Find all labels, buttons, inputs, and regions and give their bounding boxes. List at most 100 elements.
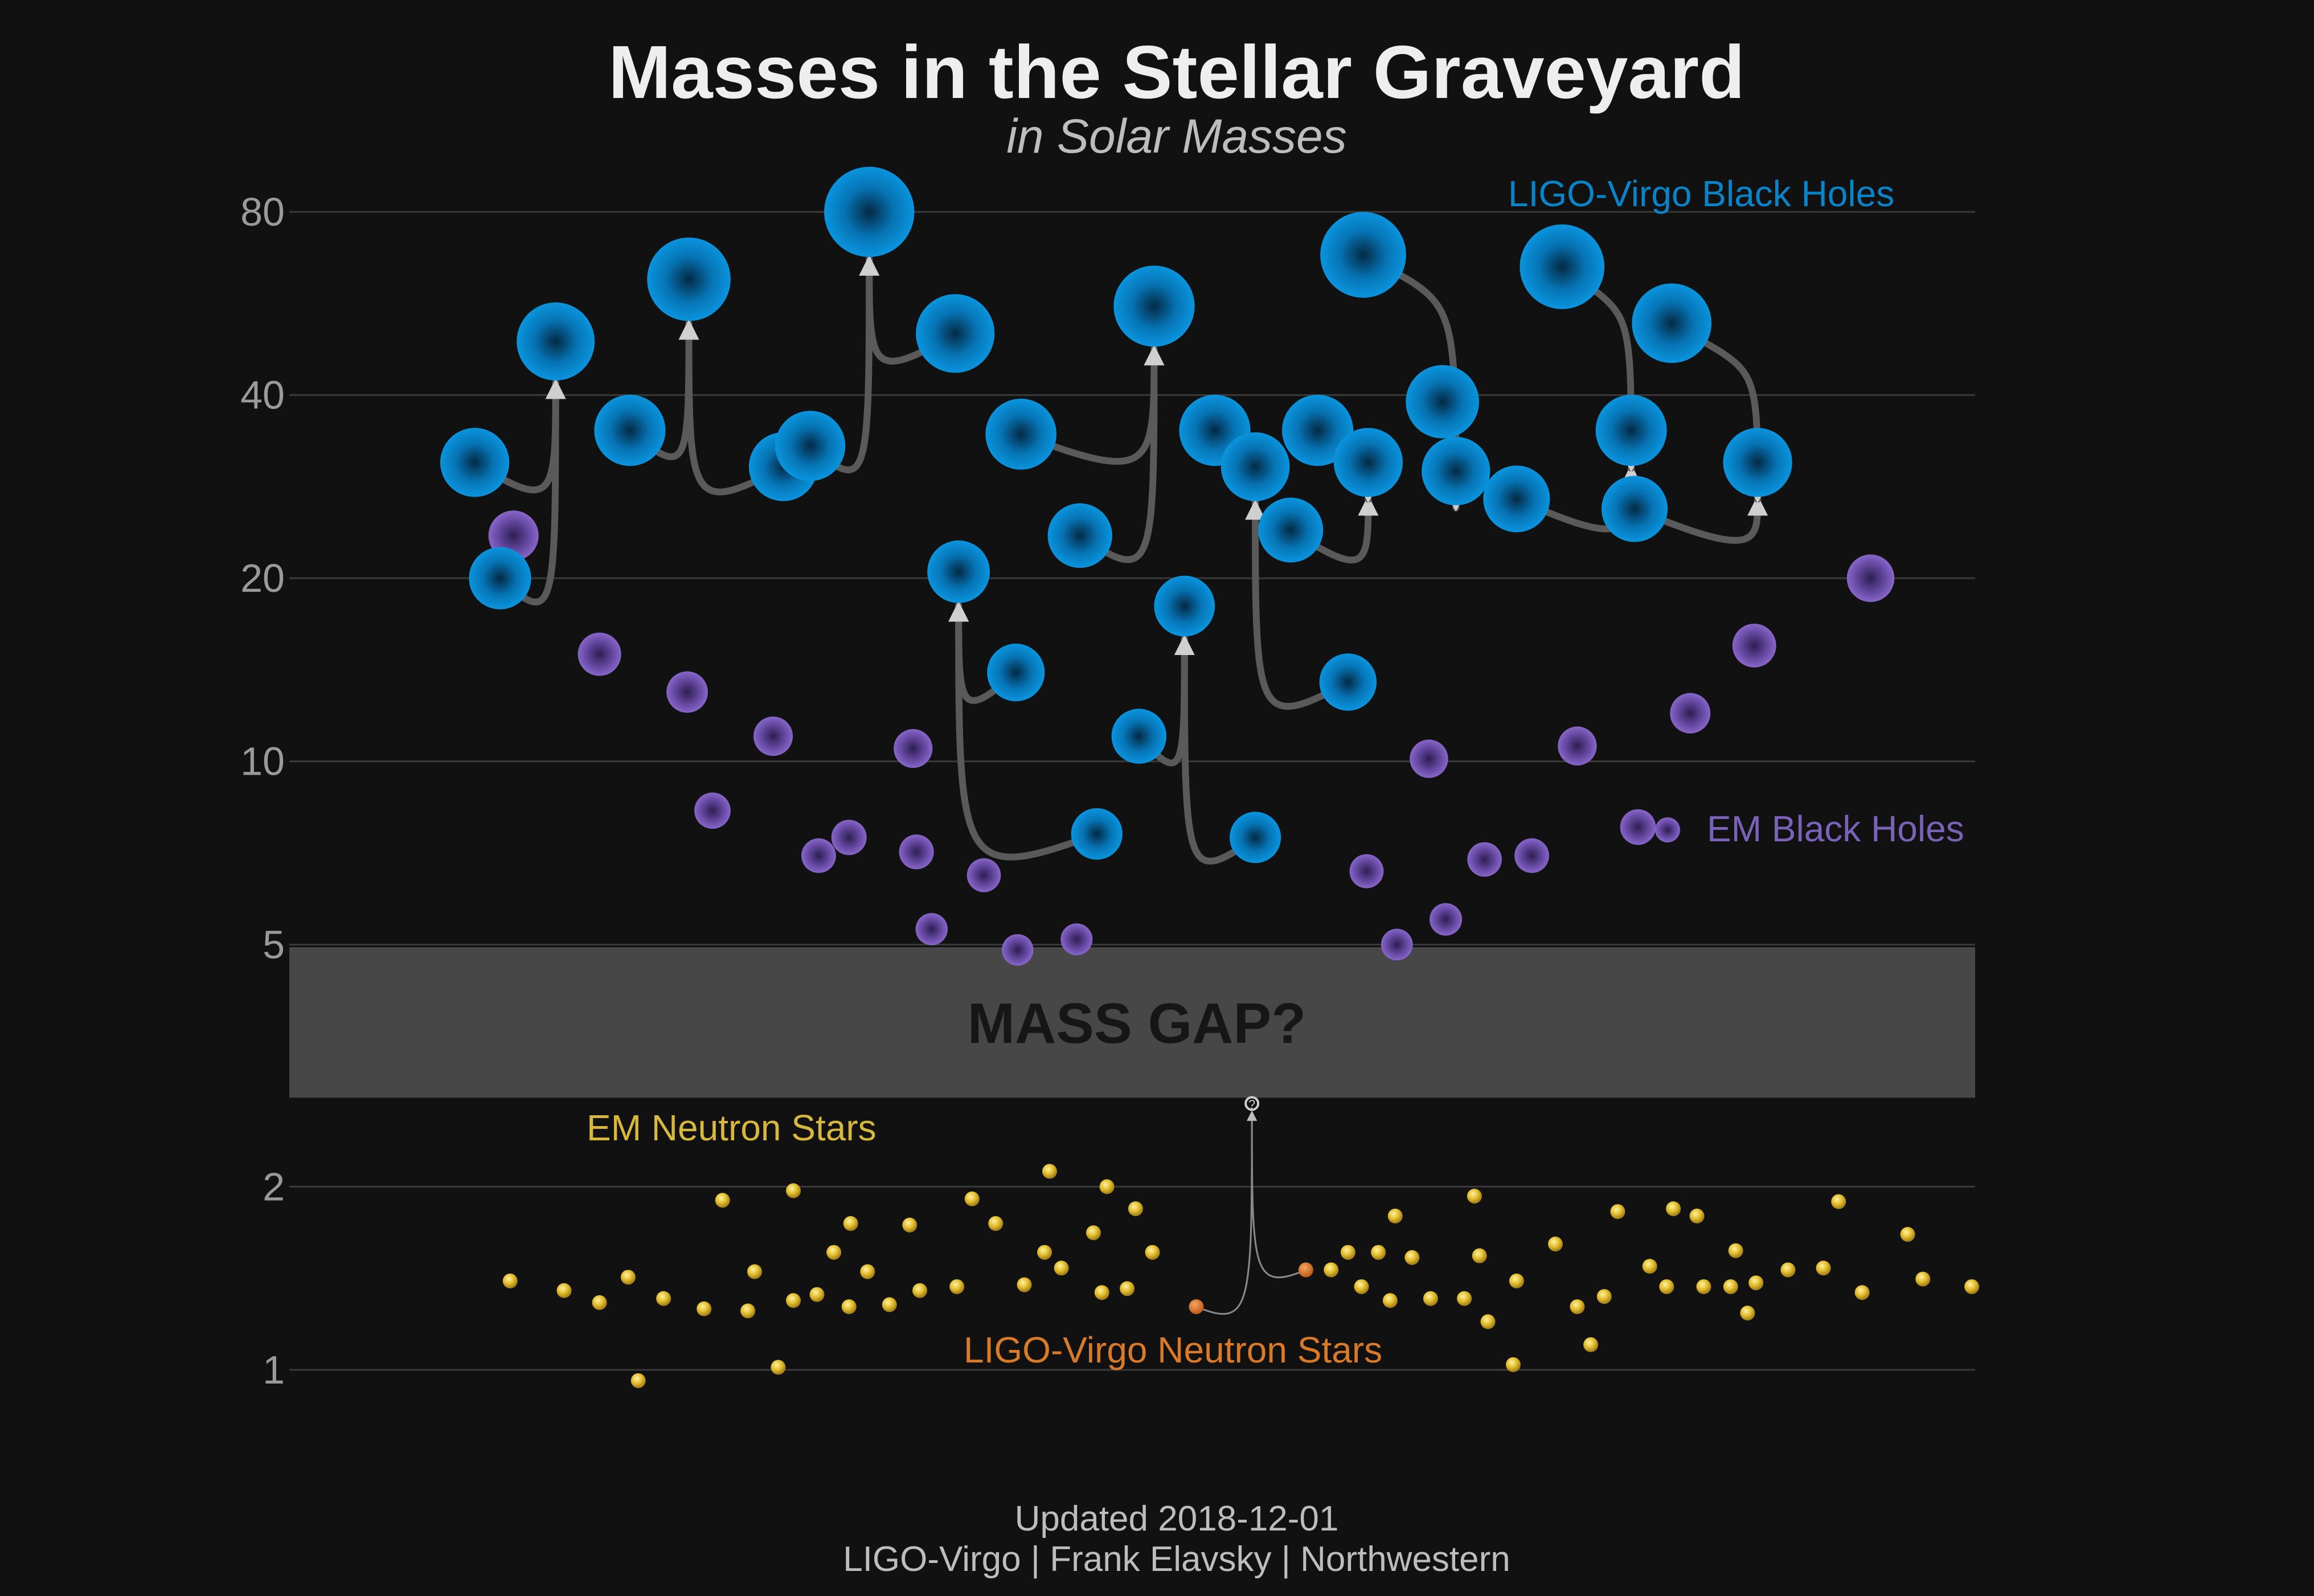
em-neutron-star-point [1900,1227,1915,1242]
em-neutron-star-point [1570,1299,1585,1315]
em-black-hole-point [1410,739,1448,778]
ns-merger-arrow [1195,1110,1258,1315]
em-black-hole-point [753,716,793,756]
em-neutron-star-point [1145,1245,1160,1260]
em-neutron-star-point [656,1291,671,1306]
em-neutron-star-point [1748,1275,1764,1291]
em-neutron-star-point [740,1303,756,1319]
ligo-black-hole-point [1632,283,1712,363]
em-neutron-star-point [697,1301,712,1316]
ligo-black-hole-remnant [927,540,990,603]
em-neutron-star-point [1404,1250,1420,1265]
ligo-black-hole-remnant [824,166,915,257]
em-neutron-star-point [1740,1306,1755,1321]
em-neutron-star-point [860,1264,875,1279]
ligo-black-hole-remnant [647,237,731,321]
em-neutron-star-point [1086,1225,1101,1241]
em-neutron-star-point [1854,1285,1870,1300]
em-black-hole-point [831,820,867,856]
em-neutron-star-point [1666,1201,1681,1217]
em-black-hole-point [1349,854,1384,889]
series-label-ligo-ns: LIGO-Virgo Neutron Stars [964,1329,1382,1370]
y-tick-label: 40 [240,373,285,418]
em-neutron-star-point [1780,1262,1796,1278]
em-neutron-star-point [988,1216,1004,1231]
em-neutron-star-point [1472,1248,1487,1263]
em-neutron-star-point [630,1373,646,1388]
em-black-hole-point [1060,923,1093,956]
em-black-hole-point [899,834,934,870]
em-neutron-star-point [1099,1179,1115,1194]
em-neutron-star-point [1610,1204,1625,1219]
em-black-hole-legend-dot [1655,817,1680,842]
em-neutron-star-point [620,1270,636,1285]
em-black-hole-point [578,632,621,676]
em-neutron-star-point [1128,1201,1143,1217]
em-neutron-star-point [1728,1243,1743,1258]
em-neutron-star-point [1547,1237,1563,1252]
em-neutron-star-point [1596,1289,1612,1304]
merger-arrow [1017,345,1165,465]
em-neutron-star-point [1120,1281,1135,1296]
em-black-hole-point [1846,554,1895,602]
ligo-neutron-star-point [1298,1262,1313,1278]
em-black-hole-point [966,858,1001,893]
em-black-hole-point [1620,809,1656,845]
em-neutron-star-point [1480,1314,1496,1329]
ligo-black-hole-remnant [1595,394,1667,466]
em-black-hole-point [694,792,731,829]
em-neutron-star-point [843,1216,858,1231]
em-black-hole-point [1670,693,1711,734]
y-tick-label: 5 [263,922,285,967]
y-tick-label: 20 [240,556,285,600]
data-points: ? [440,166,1980,1388]
em-neutron-star-point [1324,1262,1339,1278]
mass-gap-rect [289,947,1975,1098]
ligo-black-hole-remnant [517,302,595,380]
em-neutron-star-point [1467,1188,1482,1204]
em-neutron-star-point [1387,1208,1403,1223]
em-neutron-star-point [1340,1245,1355,1260]
merger-arrows [471,251,1768,1315]
em-neutron-star-point [1457,1291,1472,1306]
ligo-black-hole-remnant [1221,432,1290,501]
em-neutron-star-point [1659,1279,1674,1294]
merger-arrow [1245,499,1351,710]
em-neutron-star-point [502,1273,518,1288]
em-black-hole-point [1514,838,1549,873]
em-neutron-star-point [1583,1337,1599,1352]
ns-merger-arrow [1247,1110,1307,1279]
em-neutron-star-point [841,1299,857,1315]
y-tick-label: 2 [263,1164,285,1209]
em-black-hole-point [1732,624,1776,668]
em-neutron-star-point [786,1183,801,1198]
ligo-black-hole-point [1602,476,1668,542]
em-neutron-star-point [786,1293,801,1308]
ligo-black-hole-point [1282,394,1354,466]
em-black-hole-point [1558,726,1597,766]
ligo-neutron-star-remnant [1244,1096,1260,1111]
em-neutron-star-point [809,1287,825,1302]
ligo-black-hole-remnant [1333,428,1403,497]
em-neutron-star-point [1382,1293,1398,1308]
merger-arrow [1174,635,1259,865]
em-neutron-star-point [715,1193,730,1208]
em-neutron-star-point [1642,1259,1657,1274]
em-neutron-star-point [1689,1208,1705,1223]
ligo-black-hole-point [469,547,531,609]
ligo-black-hole-point [1406,365,1479,439]
em-neutron-star-point [1094,1285,1109,1300]
ligo-black-hole-point [440,428,510,497]
ligo-black-hole-point [1071,808,1123,860]
em-neutron-star-point [1423,1291,1438,1306]
em-neutron-star-point [1816,1261,1831,1276]
em-neutron-star-point [912,1283,928,1298]
em-black-hole-point [666,671,708,713]
merger-arrow [948,601,1100,861]
ligo-black-hole-point [1483,465,1550,533]
em-black-hole-point [1001,934,1034,966]
em-neutron-star-point [1509,1273,1524,1288]
ligo-black-hole-point [985,398,1056,470]
ligo-black-hole-point [1320,212,1406,298]
ligo-neutron-star-point [1189,1299,1204,1315]
